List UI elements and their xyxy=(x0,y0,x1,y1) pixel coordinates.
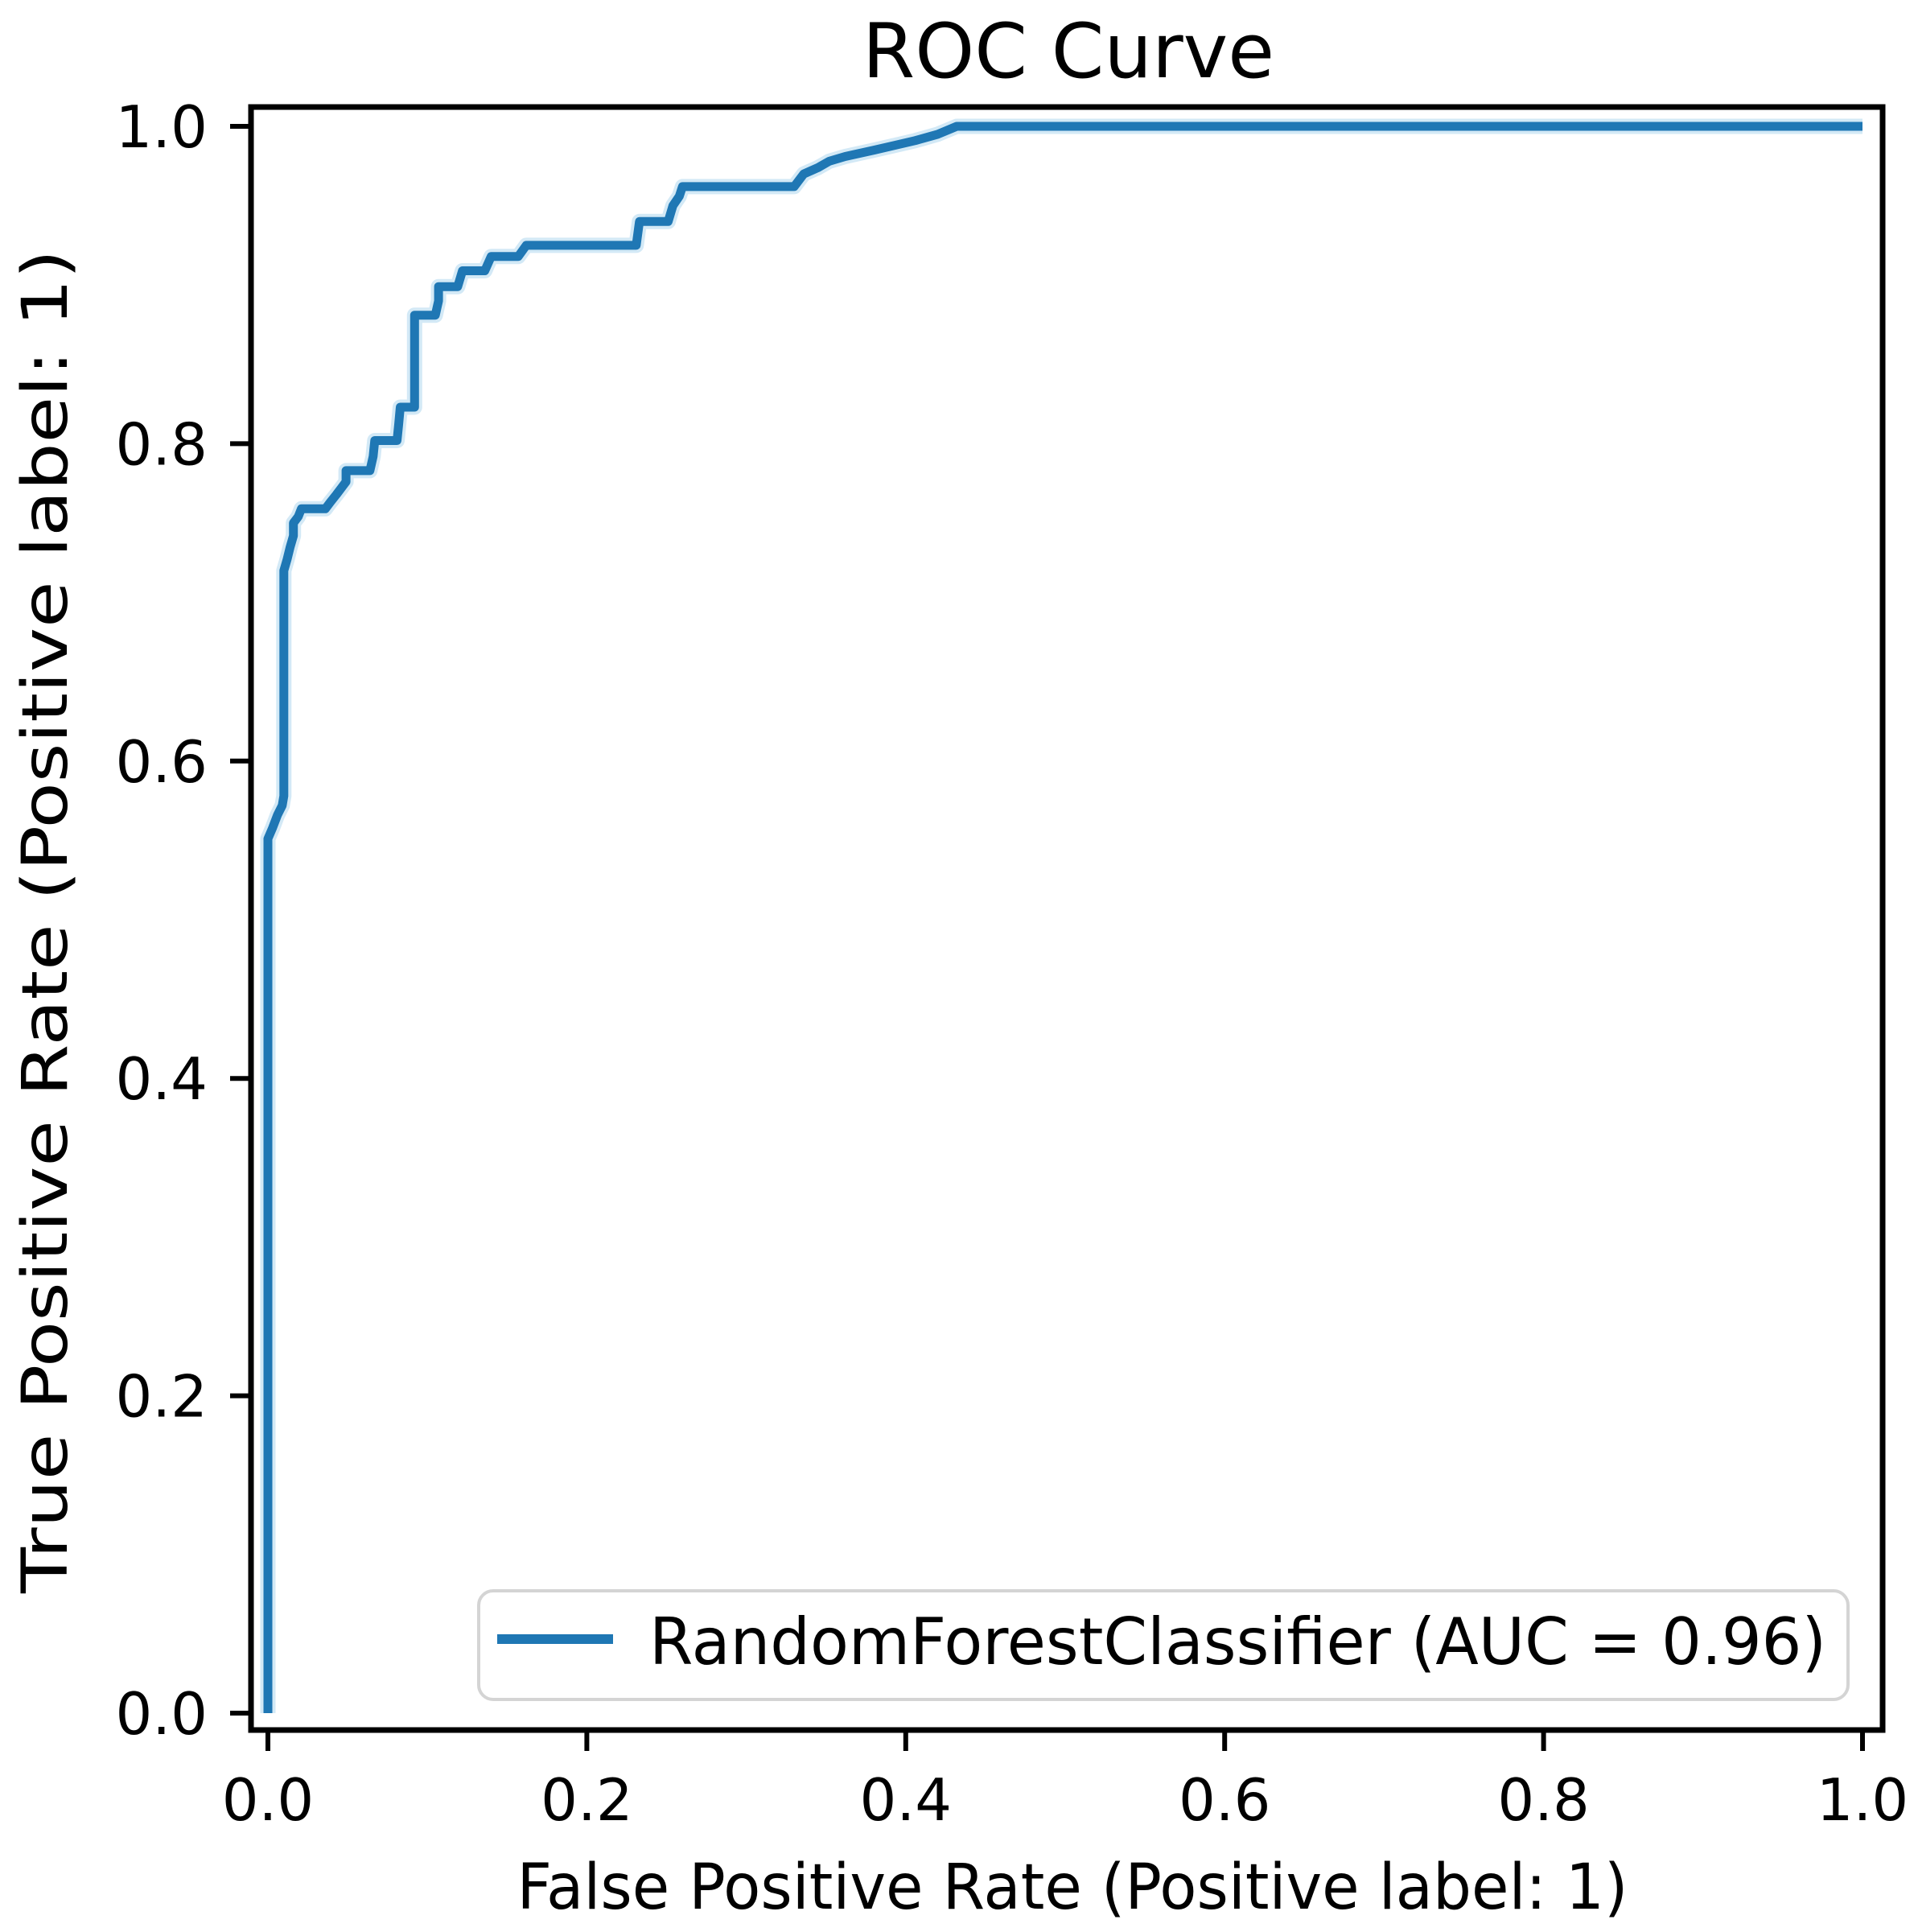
x-axis-label: False Positive Rate (Positive label: 1) xyxy=(517,1852,1628,1924)
legend-label: RandomForestClassifier (AUC = 0.96) xyxy=(649,1605,1826,1679)
y-tick-label: 0.8 xyxy=(115,410,208,478)
legend[interactable]: RandomForestClassifier (AUC = 0.96) xyxy=(477,1589,1850,1701)
x-axis-ticks: 0.0 0.2 0.4 0.6 0.8 1.0 xyxy=(222,1730,1909,1834)
x-tick-label: 0.0 xyxy=(222,1766,315,1834)
y-tick-label: 0.4 xyxy=(115,1045,208,1113)
y-tick-label: 1.0 xyxy=(115,93,208,161)
chart-title: ROC Curve xyxy=(862,8,1274,96)
roc-curve-line[interactable] xyxy=(263,122,1862,1713)
y-tick-label: 0.2 xyxy=(115,1363,208,1431)
y-axis-label: True Positive Rate (Positive label: 1) xyxy=(10,249,82,1594)
legend-box xyxy=(477,1589,1850,1701)
plot-border xyxy=(248,104,1886,1733)
x-tick-label: 0.6 xyxy=(1179,1766,1271,1834)
x-tick-label: 0.2 xyxy=(541,1766,633,1834)
x-tick-label: 0.4 xyxy=(860,1766,953,1834)
y-tick-label: 0.6 xyxy=(115,728,208,796)
y-axis-ticks: 0.0 0.2 0.4 0.6 0.8 1.0 xyxy=(115,93,251,1748)
x-tick-label: 0.8 xyxy=(1497,1766,1590,1834)
x-tick-label: 1.0 xyxy=(1817,1766,1909,1834)
y-tick-label: 0.0 xyxy=(115,1680,208,1748)
